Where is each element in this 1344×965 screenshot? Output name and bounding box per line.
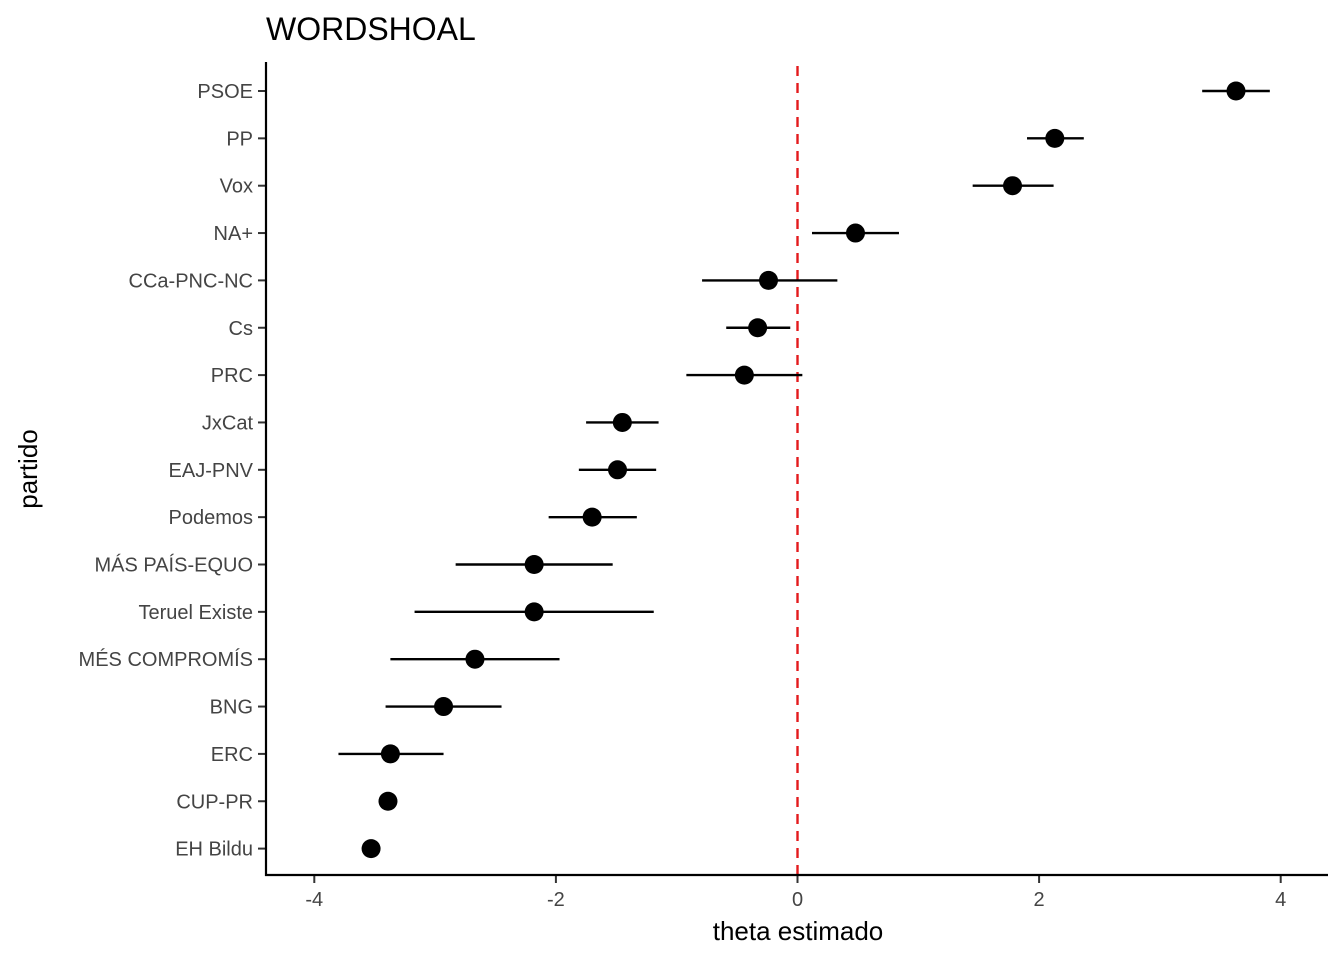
data-point xyxy=(465,649,485,669)
x-tick-label: 0 xyxy=(792,889,803,911)
data-point xyxy=(524,602,544,622)
y-category-label: JxCat xyxy=(202,412,254,434)
data-point xyxy=(734,365,754,385)
x-axis-title: theta estimado xyxy=(713,916,884,946)
x-tick-label: 2 xyxy=(1034,889,1045,911)
data-point xyxy=(845,223,865,243)
y-category-label: PRC xyxy=(211,365,253,387)
data-point xyxy=(759,270,779,290)
y-category-label: Vox xyxy=(220,176,253,198)
y-category-label: MÁS PAÍS-EQUO xyxy=(94,554,253,577)
data-point xyxy=(608,460,628,480)
y-category-label: EAJ-PNV xyxy=(169,460,254,482)
data-point xyxy=(361,839,381,859)
x-tick-label: 4 xyxy=(1275,889,1286,911)
data-point xyxy=(434,697,454,717)
data-point xyxy=(524,555,544,574)
data-point xyxy=(1226,81,1246,101)
y-category-label: EH Bildu xyxy=(175,839,253,861)
plot-area: -4 -2 0 2 4 PSOE PP Vox NA+ CCa-PNC-NC Cs PRC JxCat E… xyxy=(79,66,1286,911)
data-point xyxy=(1003,176,1023,196)
y-category-label: Cs xyxy=(229,318,253,340)
y-category-label: Podemos xyxy=(169,507,254,529)
y-category-label: NA+ xyxy=(214,223,253,245)
data-point xyxy=(612,412,632,432)
y-category-label: BNG xyxy=(210,697,253,719)
y-axis-title: partido xyxy=(13,429,43,509)
data-point xyxy=(748,318,768,338)
data-point xyxy=(582,507,602,527)
data-point xyxy=(380,744,400,764)
y-category-label: ERC xyxy=(211,744,253,766)
y-category-label: MÉS COMPROMÍS xyxy=(79,648,253,671)
y-category-label: CUP-PR xyxy=(176,791,253,813)
data-point xyxy=(378,791,398,811)
x-tick-label: -2 xyxy=(547,889,565,911)
y-category-label: PSOE xyxy=(197,81,253,103)
y-category-label: Teruel Existe xyxy=(139,602,254,624)
y-category-label: PP xyxy=(226,128,253,150)
y-category-label: CCa-PNC-NC xyxy=(129,270,253,292)
chart-title: WORDSHOAL xyxy=(266,11,476,47)
x-tick-label: -4 xyxy=(305,889,323,911)
data-point xyxy=(1045,128,1065,148)
